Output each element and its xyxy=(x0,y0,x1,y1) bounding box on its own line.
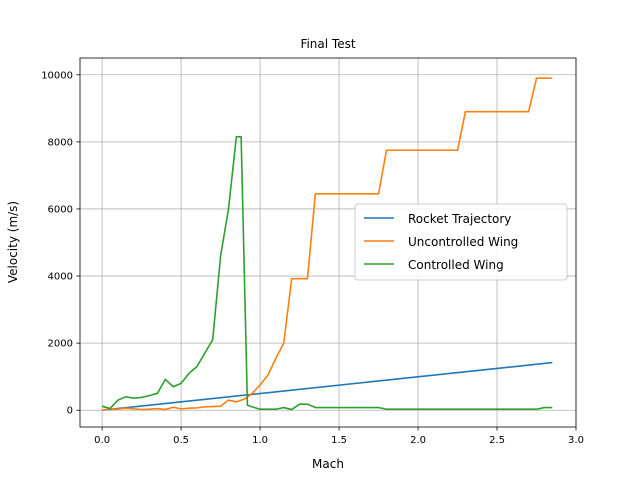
series-line-controlled-wing xyxy=(101,136,553,411)
y-tick-label: 8000 xyxy=(48,137,73,148)
series-lines xyxy=(101,77,553,412)
x-tick-label: 0.0 xyxy=(94,435,110,446)
x-axis-label: Mach xyxy=(312,457,344,471)
x-tick-label: 1.0 xyxy=(252,435,268,446)
y-tick-label: 10000 xyxy=(41,70,73,81)
chart-title: Final Test xyxy=(300,37,355,51)
x-axis-ticks: 0.0 0.5 1.0 1.5 2.0 2.5 3.0 xyxy=(94,427,584,446)
x-tick-label: 2.5 xyxy=(489,435,505,446)
y-tick-label: 2000 xyxy=(48,339,73,350)
legend-label-uncontrolled-wing: Uncontrolled Wing xyxy=(408,235,518,249)
x-tick-label: 0.5 xyxy=(173,435,189,446)
y-tick-label: 6000 xyxy=(48,204,73,215)
x-tick-label: 3.0 xyxy=(568,435,584,446)
y-tick-label: 4000 xyxy=(48,272,73,283)
legend: Rocket Trajectory Uncontrolled Wing Cont… xyxy=(354,203,568,281)
series-line-rocket-trajectory xyxy=(102,361,553,412)
legend-label-controlled-wing: Controlled Wing xyxy=(408,258,504,272)
y-axis-ticks: 0 2000 4000 6000 8000 10000 xyxy=(41,70,80,417)
legend-box xyxy=(354,203,568,281)
x-tick-label: 2.0 xyxy=(410,435,426,446)
series-line-uncontrolled-wing xyxy=(101,77,553,412)
plot-frame xyxy=(79,57,577,428)
x-tick-label: 1.5 xyxy=(331,435,347,446)
y-axis-label: Velocity (m/s) xyxy=(6,201,20,283)
y-tick-label: 0 xyxy=(67,406,73,417)
legend-label-rocket-trajectory: Rocket Trajectory xyxy=(408,212,511,226)
